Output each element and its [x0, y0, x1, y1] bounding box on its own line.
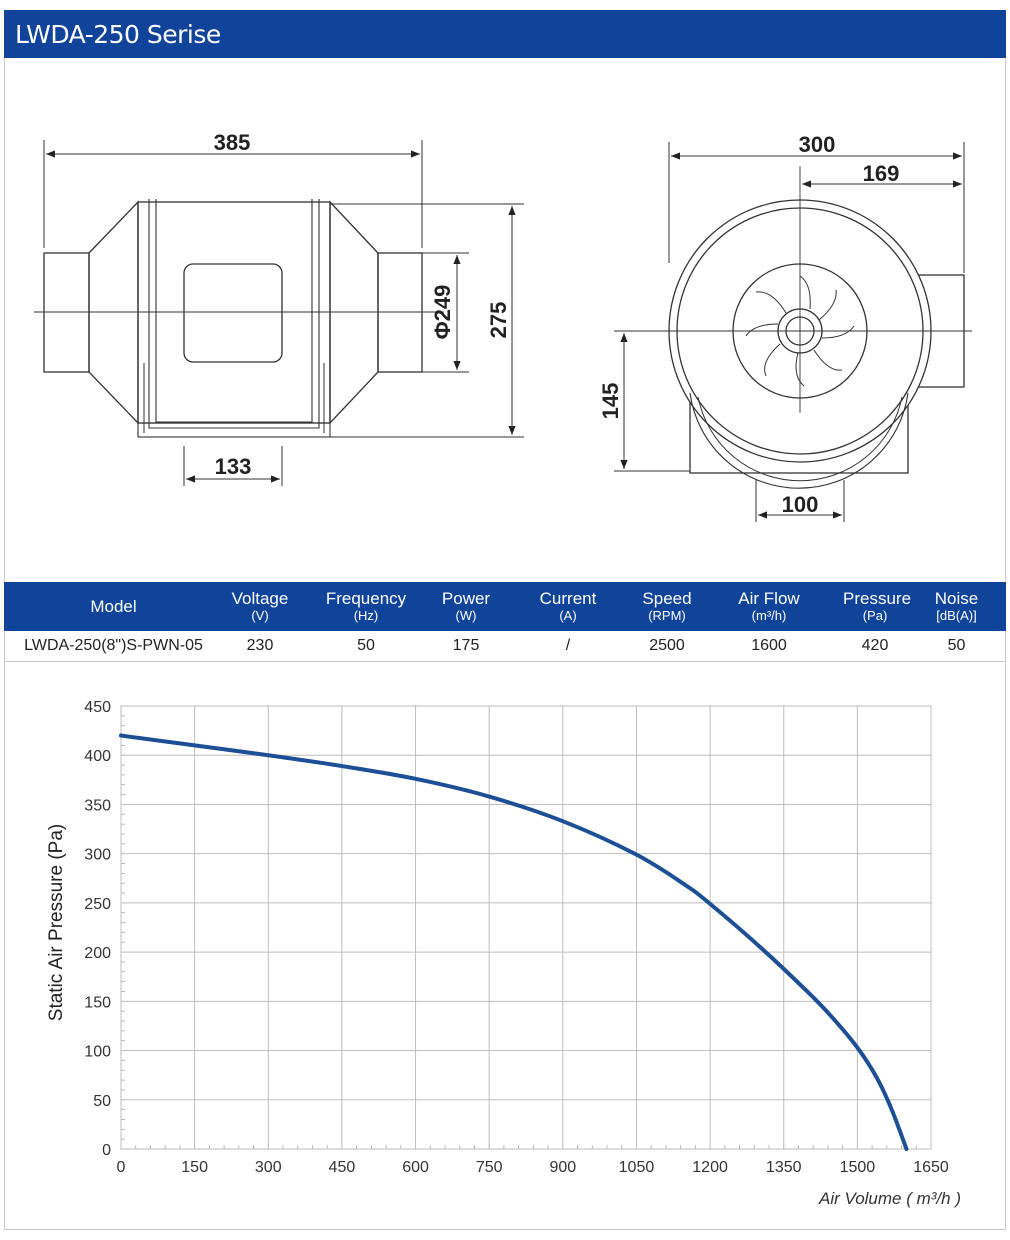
table-cell: LWDA-250(8")S-PWN-05: [24, 636, 203, 654]
x-tick-label: 1650: [913, 1159, 949, 1176]
y-tick-label: 350: [84, 797, 111, 814]
table-cell: 2500: [649, 636, 685, 654]
table-cell: 1600: [751, 636, 787, 654]
column-header-1: Voltage (V): [223, 582, 297, 631]
dim-body-height: 275: [486, 302, 511, 339]
y-tick-label: 0: [102, 1142, 111, 1159]
column-header-unit: (Pa): [862, 608, 888, 623]
x-tick-label: 150: [181, 1159, 208, 1176]
x-tick-label: 450: [329, 1159, 356, 1176]
front-view-dimensions: [614, 142, 965, 522]
y-tick-label: 250: [84, 896, 111, 913]
y-tick-label: 50: [93, 1093, 111, 1110]
y-tick-label: 100: [84, 1044, 111, 1061]
x-tick-label: 300: [255, 1159, 282, 1176]
dim-outlet-offset: 169: [863, 161, 900, 186]
side-view-body: [137, 201, 331, 424]
dim-overall-length: 385: [214, 130, 251, 155]
y-tick-label: 200: [84, 945, 111, 962]
side-view-left-cone: [88, 200, 139, 425]
column-header-label: Voltage: [231, 589, 289, 608]
y-tick-label: 400: [84, 748, 111, 765]
table-cell: 420: [861, 636, 889, 654]
column-header-unit: [dB(A)]: [936, 608, 977, 623]
side-view-dimensions: [43, 140, 524, 486]
dimension-drawing: 385 275 Φ249 133: [4, 58, 1006, 580]
x-tick-label: 600: [402, 1159, 429, 1176]
side-view-right-duct: [377, 252, 423, 373]
column-header-label: Noise: [934, 589, 979, 608]
side-view: [34, 199, 444, 438]
column-header-unit: (Hz): [353, 608, 379, 623]
dim-center-height: 145: [598, 383, 623, 420]
column-header-label: Power: [441, 589, 491, 608]
y-axis-label: Static Air Pressure (Pa): [46, 824, 67, 1021]
spec-table-header: Model Voltage (V) Frequency (Hz) Power (W) Curr…: [4, 582, 1006, 631]
spec-table: Model Voltage (V) Frequency (Hz) Power (W) Curr…: [4, 582, 1006, 662]
table-cell: 230: [246, 636, 274, 654]
x-tick-label: 1350: [766, 1159, 802, 1176]
performance-chart: 0 150 300 450 600 750 900 1050 1200 1350 1500 1650 0…: [4, 665, 1006, 1225]
column-header-label: Speed: [642, 589, 692, 608]
column-header-7: Pressure (Pa): [843, 582, 911, 631]
y-tick-label: 450: [84, 699, 111, 716]
x-tick-label: 750: [476, 1159, 503, 1176]
x-axis-label: Air Volume ( m³/h ): [818, 1189, 961, 1208]
column-header-0: Model: [4, 582, 223, 631]
column-header-label: Pressure: [843, 589, 912, 608]
y-tick-label: 150: [84, 994, 111, 1011]
column-header-label: Air Flow: [738, 589, 800, 608]
table-cell: 50: [947, 636, 966, 654]
front-view: [659, 166, 972, 489]
column-header-label: Current: [539, 589, 597, 608]
plot-area: [120, 705, 932, 1150]
x-tick-label: 0: [117, 1159, 126, 1176]
side-view-left-duct: [43, 252, 90, 373]
x-tick-label: 900: [549, 1159, 576, 1176]
table-cell: 175: [452, 636, 480, 654]
page-title: LWDA-250 Serise: [15, 20, 221, 49]
pressure-curve-line: [119, 733, 909, 1151]
column-header-unit: (RPM): [648, 608, 686, 623]
column-header-3: Power (W): [435, 582, 497, 631]
title-bar: LWDA-250 Serise: [4, 10, 1006, 58]
x-tick-label: 1200: [692, 1159, 728, 1176]
column-header-8: Noise [dB(A)]: [907, 582, 1006, 631]
column-header-label: Model: [90, 597, 137, 616]
y-tick-label: 300: [84, 847, 111, 864]
side-view-right-cone: [329, 200, 379, 425]
dim-front-overall-width: 300: [799, 132, 836, 157]
dim-duct-diameter: Φ249: [430, 285, 455, 340]
column-header-label: Frequency: [325, 589, 407, 608]
column-header-unit: (m³/h): [751, 608, 787, 623]
x-tick-label: 1500: [840, 1159, 876, 1176]
table-cell: 50: [357, 636, 375, 654]
side-view-bracket: [148, 199, 320, 429]
column-header-2: Frequency (Hz): [297, 582, 435, 631]
column-header-unit: (V): [251, 608, 269, 623]
column-header-4: Current (A): [497, 582, 639, 631]
dim-front-base-width: 100: [782, 492, 819, 517]
column-header-6: Air Flow (m³/h): [695, 582, 843, 631]
table-row: LWDA-250(8")S-PWN-05 230 50 175 / 2500 1600 420…: [4, 631, 1006, 661]
side-view-window: [183, 263, 283, 363]
column-header-5: Speed (RPM): [639, 582, 695, 631]
column-header-unit: (W): [455, 608, 477, 623]
table-cell: /: [565, 636, 571, 654]
dim-side-base-width: 133: [215, 454, 252, 479]
x-tick-label: 1050: [619, 1159, 655, 1176]
column-header-unit: (A): [559, 608, 577, 623]
